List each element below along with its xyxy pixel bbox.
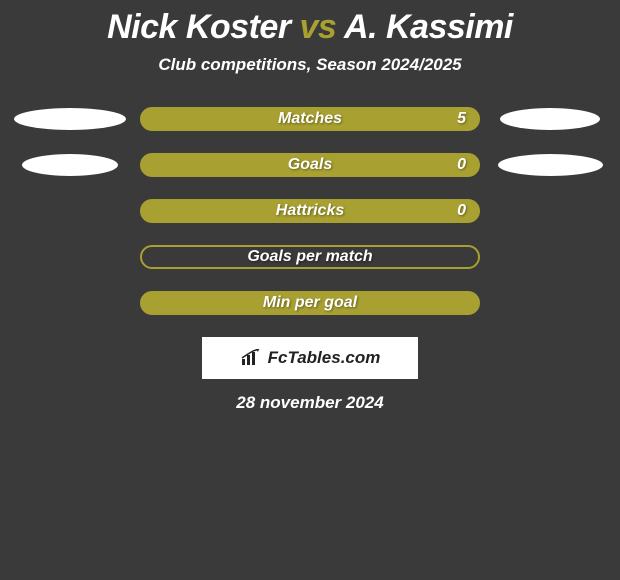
right-ellipse [500, 108, 600, 130]
stat-row: Hattricks 0 [0, 199, 620, 223]
comparison-card: Nick Koster vs A. Kassimi Club competiti… [0, 0, 620, 413]
stat-row: Goals per match [0, 245, 620, 269]
right-ellipse [498, 154, 603, 176]
left-ellipse-slot [10, 108, 130, 130]
player1-name: Nick Koster [107, 8, 290, 46]
page-title: Nick Koster vs A. Kassimi [0, 8, 620, 47]
stat-bar: Min per goal [140, 291, 480, 315]
right-ellipse-slot [490, 154, 610, 176]
stat-rows: Matches 5 Goals 0 Hattricks 0 Goals per match M… [0, 107, 620, 315]
stat-row: Goals 0 [0, 153, 620, 177]
left-ellipse [14, 108, 126, 130]
chart-icon [240, 349, 262, 367]
fctables-logo: FcTables.com [202, 337, 418, 379]
stat-label: Min per goal [263, 294, 357, 312]
stat-bar: Goals 0 [140, 153, 480, 177]
player2-name: A. Kassimi [344, 8, 513, 46]
subtitle: Club competitions, Season 2024/2025 [0, 55, 620, 75]
logo-text: FcTables.com [268, 348, 381, 368]
date-text: 28 november 2024 [0, 393, 620, 413]
stat-value: 0 [457, 202, 466, 220]
stat-row: Min per goal [0, 291, 620, 315]
left-ellipse-slot [10, 154, 130, 176]
left-ellipse [22, 154, 118, 176]
stat-value: 5 [457, 110, 466, 128]
stat-label: Goals [288, 156, 332, 174]
stat-value: 0 [457, 156, 466, 174]
stat-bar: Matches 5 [140, 107, 480, 131]
right-ellipse-slot [490, 108, 610, 130]
stat-row: Matches 5 [0, 107, 620, 131]
stat-label: Hattricks [276, 202, 344, 220]
stat-bar: Goals per match [140, 245, 480, 269]
stat-bar: Hattricks 0 [140, 199, 480, 223]
stat-label: Goals per match [247, 248, 372, 266]
stat-label: Matches [278, 110, 342, 128]
vs-text: vs [300, 8, 337, 46]
